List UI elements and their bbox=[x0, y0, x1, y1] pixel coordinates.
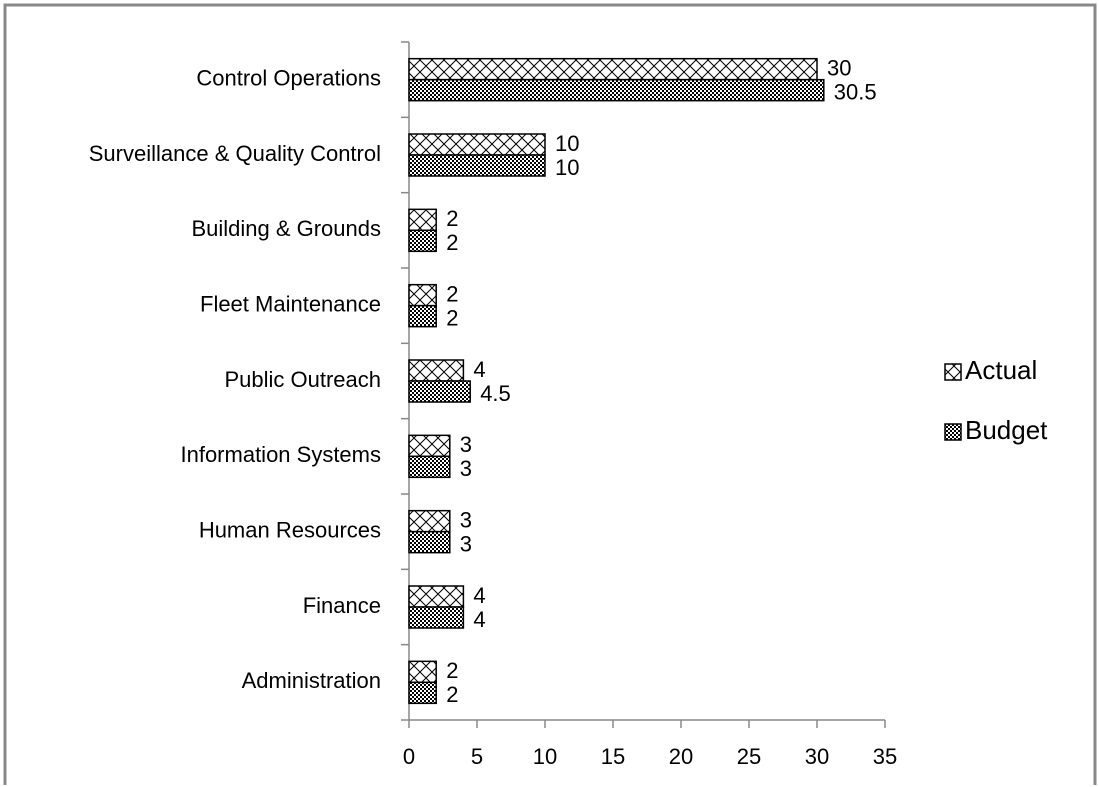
bar bbox=[408, 434, 451, 458]
y-tick-label: Human Resources bbox=[199, 517, 381, 542]
y-tick-label: Public Outreach bbox=[224, 367, 381, 392]
data-label: 2 bbox=[446, 230, 458, 255]
data-label: 4 bbox=[473, 357, 485, 382]
data-label: 2 bbox=[446, 206, 458, 231]
y-tick-label: Control Operations bbox=[196, 65, 381, 90]
data-label: 4 bbox=[473, 583, 485, 608]
bar bbox=[408, 681, 437, 705]
data-label: 10 bbox=[555, 131, 579, 156]
bar bbox=[408, 530, 451, 554]
bar bbox=[408, 133, 546, 156]
legend-label: Budget bbox=[965, 415, 1048, 445]
legend-swatch bbox=[944, 363, 962, 381]
data-label: 4.5 bbox=[480, 381, 511, 406]
data-label: 30.5 bbox=[834, 79, 877, 104]
bar bbox=[408, 78, 825, 102]
y-tick-label: Fleet Maintenance bbox=[200, 291, 381, 316]
y-tick-label: Surveillance & Quality Control bbox=[89, 141, 381, 166]
bar bbox=[408, 57, 818, 81]
y-tick-label: Information Systems bbox=[180, 442, 381, 467]
x-tick-label: 5 bbox=[471, 744, 483, 769]
x-tick-label: 20 bbox=[669, 744, 693, 769]
bar bbox=[408, 359, 465, 382]
data-label: 2 bbox=[446, 682, 458, 707]
bar bbox=[408, 154, 546, 177]
bar bbox=[408, 304, 437, 328]
data-label: 2 bbox=[446, 281, 458, 306]
x-tick-label: 30 bbox=[805, 744, 829, 769]
x-tick-label: 0 bbox=[403, 744, 415, 769]
bar bbox=[408, 380, 471, 403]
bar bbox=[408, 208, 437, 232]
data-label: 3 bbox=[460, 531, 472, 556]
y-tick-label: Administration bbox=[242, 668, 381, 693]
bar bbox=[408, 660, 437, 684]
data-label: 10 bbox=[555, 155, 579, 180]
x-tick-label: 10 bbox=[533, 744, 557, 769]
x-tick-label: 35 bbox=[873, 744, 897, 769]
bar bbox=[408, 455, 451, 479]
legend-swatch bbox=[944, 423, 962, 441]
bar bbox=[408, 283, 437, 307]
bar bbox=[408, 585, 465, 608]
x-tick-label: 15 bbox=[601, 744, 625, 769]
data-label: 3 bbox=[460, 432, 472, 457]
data-label: 3 bbox=[460, 507, 472, 532]
data-label: 30 bbox=[827, 55, 851, 80]
x-tick-label: 25 bbox=[737, 744, 761, 769]
frame bbox=[3, 3, 1097, 785]
y-tick-label: Building & Grounds bbox=[191, 216, 381, 241]
data-label: 3 bbox=[460, 456, 472, 481]
data-label: 2 bbox=[446, 305, 458, 330]
bar bbox=[408, 509, 451, 533]
y-tick-label: Finance bbox=[303, 593, 381, 618]
bar bbox=[408, 606, 465, 629]
bar bbox=[408, 229, 437, 253]
data-label: 4 bbox=[473, 607, 485, 632]
data-label: 2 bbox=[446, 658, 458, 683]
legend-label: Actual bbox=[965, 355, 1037, 385]
